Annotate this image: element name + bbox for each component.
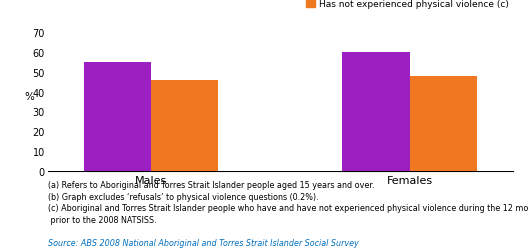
Text: Source: ABS 2008 National Aboriginal and Torres Strait Islander Social Survey: Source: ABS 2008 National Aboriginal and… xyxy=(48,238,358,247)
Bar xyxy=(342,53,409,171)
Legend: Experienced physical violence (c), Has not experienced physical violence (c): Experienced physical violence (c), Has n… xyxy=(306,0,508,9)
Bar xyxy=(151,80,218,171)
Y-axis label: %: % xyxy=(25,92,34,102)
Bar xyxy=(84,62,151,171)
Text: (a) Refers to Aboriginal and Torres Strait Islander people aged 15 years and ove: (a) Refers to Aboriginal and Torres Stra… xyxy=(48,180,529,224)
Bar xyxy=(409,76,477,171)
